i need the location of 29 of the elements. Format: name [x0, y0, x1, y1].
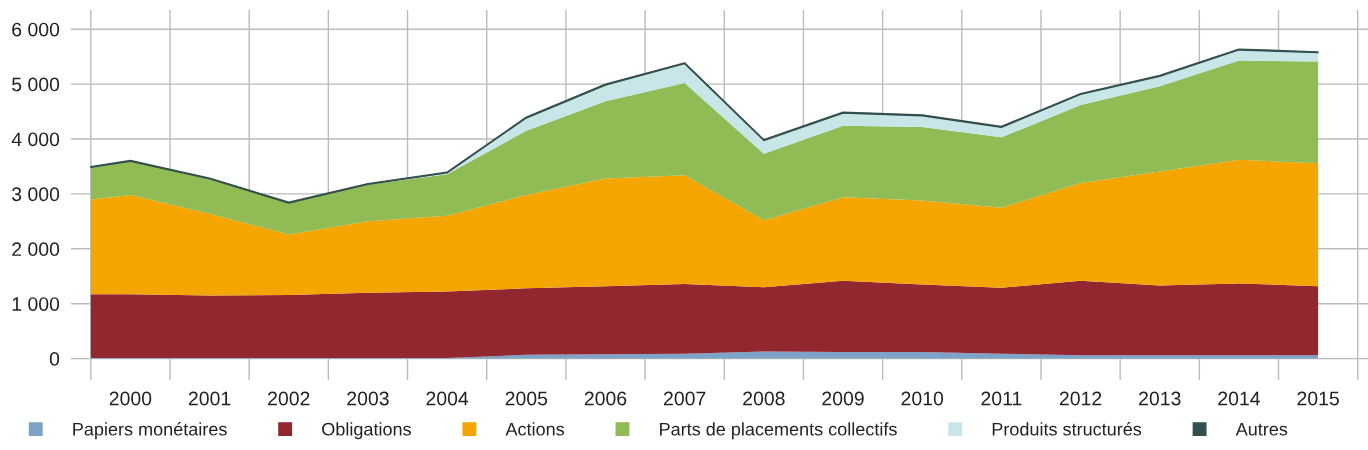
legend-label: Parts de placements collectifs — [660, 422, 897, 440]
y-tick-label: 3 000 — [11, 187, 60, 202]
y-tick-label: 1 000 — [12, 297, 60, 311]
legend-label: Actions — [505, 422, 565, 436]
legend-label: Produits structurés — [992, 422, 1142, 436]
y-tick-label: 2 000 — [12, 242, 60, 257]
legend-label: Autres — [1235, 423, 1288, 436]
x-tick-label: 2000 — [109, 391, 152, 406]
x-tick-label: 2009 — [822, 391, 864, 406]
x-tick-label: 2012 — [1059, 391, 1102, 406]
y-tick-label: 5 000 — [12, 77, 60, 92]
legend-label: Obligations — [322, 422, 411, 440]
x-tick-label: 2010 — [901, 391, 944, 406]
x-tick-label: 2014 — [1218, 391, 1260, 406]
x-tick-label: 2015 — [1297, 391, 1339, 406]
x-tick-label: 2005 — [505, 391, 548, 406]
x-tick-label: 2001 — [188, 391, 231, 406]
y-tick-label: 4 000 — [11, 132, 60, 147]
x-tick-label: 2013 — [1139, 391, 1181, 406]
x-tick-label: 2008 — [743, 391, 785, 406]
y-tick-label: 6 000 — [12, 22, 60, 37]
x-tick-label: 2004 — [426, 391, 469, 406]
x-tick-label: 2006 — [584, 391, 627, 406]
legend-label: Papiers monétaires — [73, 422, 227, 440]
y-tick-label: 0 — [49, 352, 60, 366]
x-tick-label: 2003 — [347, 391, 389, 406]
x-tick-label: 2007 — [664, 391, 706, 406]
x-tick-label: 2011 — [981, 391, 1022, 406]
x-tick-label: 2002 — [268, 391, 310, 406]
